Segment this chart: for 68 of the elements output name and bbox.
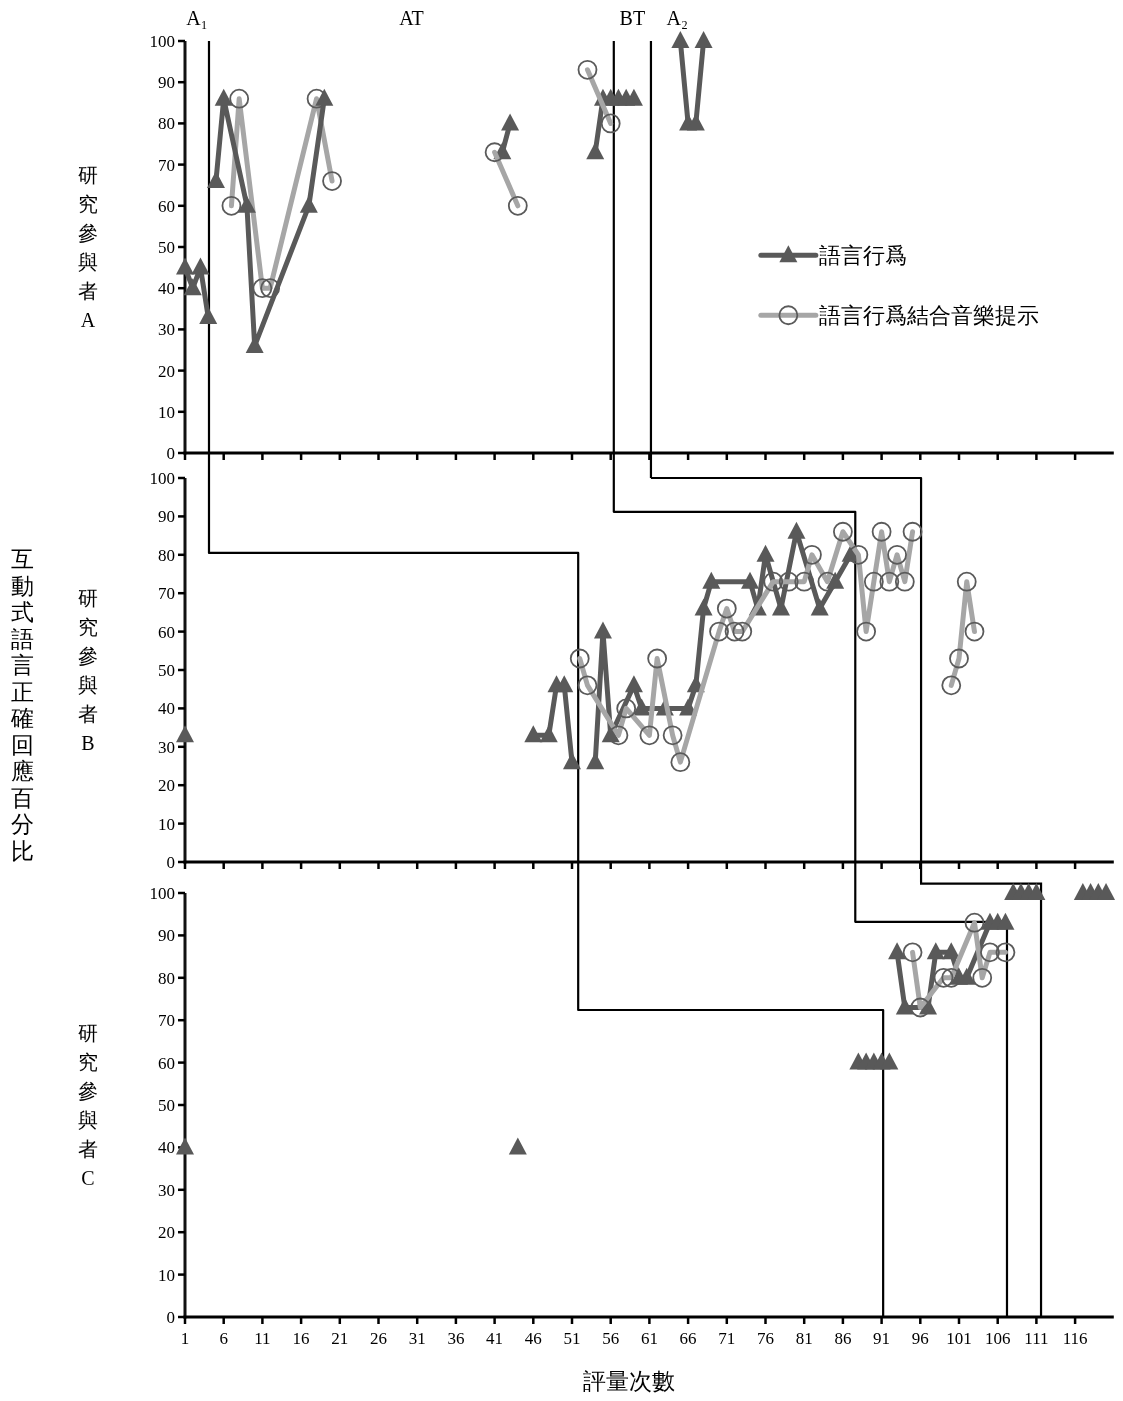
text: BT — [619, 7, 646, 29]
y-tick-label: 0 — [166, 444, 175, 463]
x-tick-label: 36 — [447, 1329, 465, 1348]
legend-label: 語言行爲 — [818, 243, 907, 269]
legend-label: 語言行爲結合音樂提示 — [818, 303, 1039, 329]
x-tick-label: 91 — [873, 1329, 891, 1348]
x-tick-label: 71 — [718, 1329, 736, 1348]
x-tick-label: 31 — [408, 1329, 426, 1348]
x-tick-label: 56 — [602, 1329, 620, 1348]
x-tick-label: 11 — [254, 1329, 271, 1348]
text: A₂ — [666, 7, 688, 29]
y-tick-label: 10 — [158, 402, 175, 422]
x-tick-label: 16 — [292, 1329, 310, 1348]
x-tick-label: 116 — [1062, 1329, 1088, 1348]
x-tick-label: 81 — [795, 1329, 813, 1348]
y-tick-label: 20 — [158, 1223, 175, 1243]
y-tick-label: 80 — [158, 545, 175, 565]
y-tick-label: 100 — [149, 469, 175, 488]
x-tick-label: 6 — [219, 1329, 228, 1348]
y-tick-label: 0 — [166, 1308, 175, 1327]
x-tick-label: 61 — [640, 1329, 658, 1348]
x-tick-label: 41 — [486, 1329, 504, 1348]
y-tick-label: 60 — [158, 1053, 175, 1073]
y-tick-label: 20 — [158, 361, 175, 381]
x-tick-label: 86 — [834, 1329, 852, 1348]
y-tick-label: 50 — [158, 238, 175, 257]
y-tick-label: 0 — [166, 853, 175, 872]
y-tick-label: 70 — [158, 1011, 175, 1031]
ylabel: 研究參與者A — [78, 163, 98, 331]
text: A₁ — [186, 7, 208, 29]
y-tick-label: 30 — [158, 1180, 175, 1200]
x-tick-label: 106 — [984, 1329, 1011, 1348]
y-tick-label: 40 — [158, 699, 175, 719]
x-tick-label: 21 — [331, 1329, 349, 1348]
x-tick-label: 111 — [1024, 1329, 1049, 1348]
y-tick-label: 100 — [149, 32, 175, 51]
y-tick-label: 50 — [158, 1096, 175, 1115]
x-tick-label: 101 — [946, 1329, 972, 1348]
y-tick-label: 70 — [158, 155, 175, 175]
y-tick-label: 30 — [158, 737, 175, 757]
y-tick-label: 70 — [158, 584, 175, 604]
y-tick-label: 60 — [158, 196, 175, 216]
y-tick-label: 90 — [158, 926, 175, 946]
y-tick-label: 60 — [158, 622, 175, 642]
x-tick-label: 76 — [757, 1329, 774, 1348]
y-tick-label: 40 — [158, 279, 175, 299]
x-tick-label: 66 — [679, 1329, 697, 1348]
x-tick-label: 46 — [524, 1329, 542, 1348]
y-tick-label: 10 — [158, 814, 175, 834]
y-tick-label: 50 — [158, 661, 175, 680]
ylabel: 研究參與者B — [78, 586, 98, 754]
x-tick-label: 1 — [180, 1329, 190, 1348]
y-tick-label: 10 — [158, 1265, 175, 1285]
x-tick-label: 26 — [370, 1329, 387, 1348]
annotation: 互動式語言正確回應百分比 — [10, 547, 34, 864]
ylabel: 研究參與者C — [78, 1021, 98, 1189]
x-tick-label: 96 — [911, 1329, 929, 1348]
y-tick-label: 80 — [158, 114, 175, 134]
text: AT — [399, 7, 424, 29]
y-tick-label: 30 — [158, 320, 175, 340]
y-tick-label: 100 — [149, 884, 175, 903]
y-tick-label: 80 — [158, 968, 175, 988]
x-tick-label: 51 — [563, 1329, 581, 1348]
y-tick-label: 90 — [158, 507, 175, 527]
y-tick-label: 20 — [158, 776, 175, 796]
x-axis-title: 評量次數 — [583, 1369, 676, 1394]
y-tick-label: 40 — [158, 1138, 175, 1158]
y-tick-label: 90 — [158, 73, 175, 93]
